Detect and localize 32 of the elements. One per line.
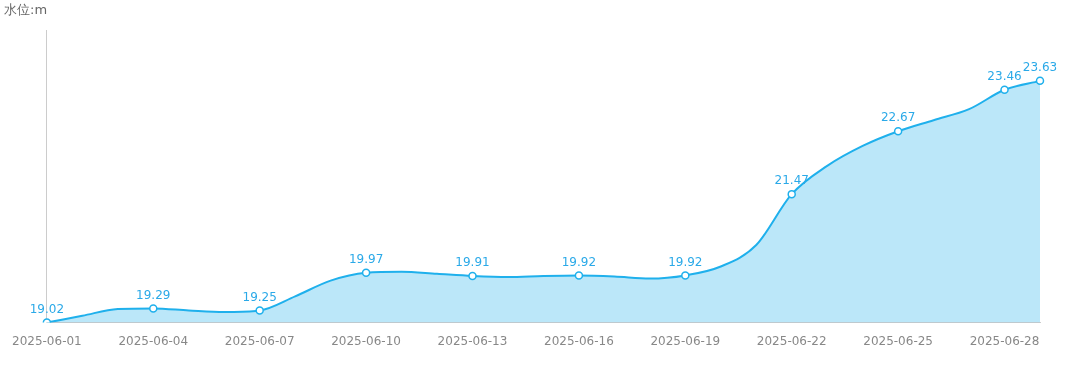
y-axis-title: 水位:m — [4, 1, 48, 17]
point — [149, 304, 158, 313]
data-label: 22.67 — [880, 110, 916, 125]
data-label: 19.29 — [136, 287, 171, 302]
data-label: 19.91 — [455, 255, 490, 270]
data-label: 19.92 — [561, 254, 597, 269]
point — [681, 271, 690, 280]
x-tick-label: 2025-06-16 — [544, 333, 614, 348]
data-label: 19.92 — [668, 254, 703, 269]
point — [1000, 85, 1009, 95]
point — [893, 126, 903, 136]
point — [574, 271, 584, 280]
data-label: 23.46 — [987, 68, 1022, 83]
point — [787, 189, 796, 199]
x-tick-label: 2025-06-28 — [969, 333, 1040, 348]
x-tick-label: 2025-06-25 — [863, 333, 933, 348]
data-label: 19.97 — [348, 251, 384, 266]
x-tick-label: 2025-06-13 — [437, 333, 508, 348]
x-tick-label: 2025-06-22 — [756, 333, 827, 348]
data-label: 19.02 — [29, 301, 65, 316]
x-tick-label: 2025-06-19 — [650, 333, 721, 348]
point — [361, 268, 371, 278]
data-label: 23.63 — [1022, 59, 1058, 74]
data-label: 19.25 — [242, 289, 277, 304]
point — [255, 306, 264, 315]
x-tick-label: 2025-06-04 — [118, 333, 189, 348]
point — [468, 271, 477, 281]
x-tick-label: 2025-06-07 — [224, 333, 295, 348]
point — [1035, 76, 1045, 86]
data-label: 21.47 — [774, 173, 809, 188]
x-tick-label: 2025-06-01 — [11, 333, 82, 348]
x-tick-label: 2025-06-10 — [331, 333, 401, 348]
